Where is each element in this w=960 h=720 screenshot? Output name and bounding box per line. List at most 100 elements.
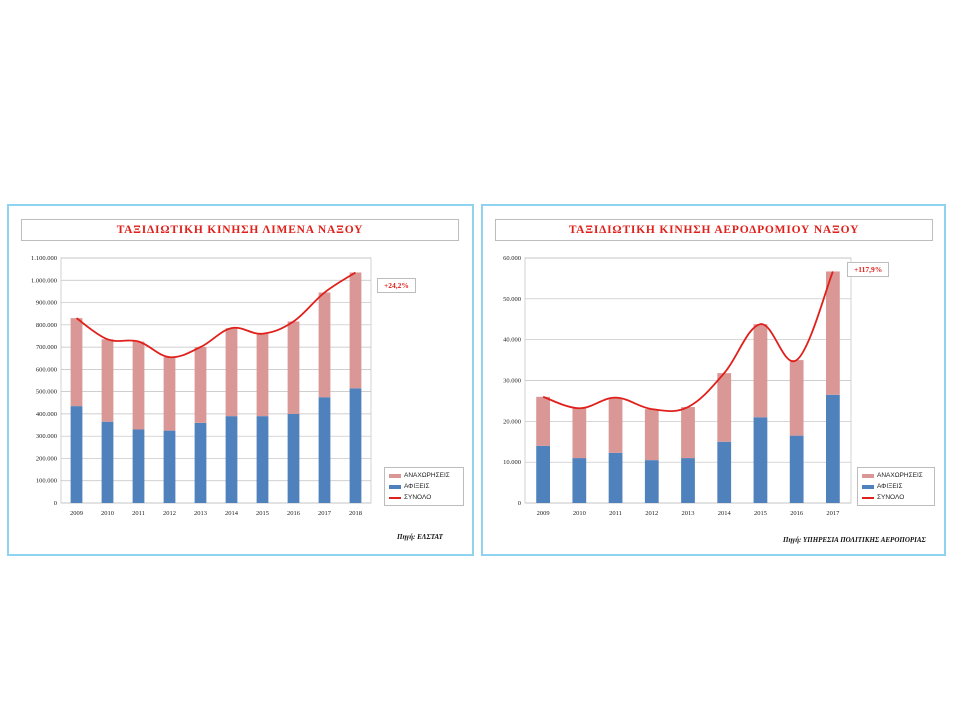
x-tick-label: 2012: [163, 510, 176, 517]
x-tick-label: 2009: [70, 510, 83, 517]
y-tick-label: 0: [54, 500, 57, 507]
x-tick-label: 2013: [194, 510, 207, 517]
bar-arrivals: [256, 416, 269, 503]
legend-label: ΑΝΑΧΩΡΗΣΕΙΣ: [404, 472, 450, 479]
chart-legend: ΑΝΑΧΩΡΗΣΕΙΣ ΑΦΙΞΕΙΣ ΣΥΝΟΛΟ: [384, 467, 464, 506]
y-tick-label: 60.000: [503, 255, 521, 262]
x-tick-label: 2014: [225, 510, 239, 517]
port-chart-panel: ΤΑΞΙΔΙΩΤΙΚΗ ΚΙΝΗΣΗ ΛΙΜΕΝΑ ΝΑΞΟΥ 0 100.000…: [7, 204, 474, 556]
total-line: [542, 271, 834, 413]
bar-departures: [572, 408, 587, 459]
bar-departures: [608, 397, 623, 453]
bar-arrivals: [717, 441, 732, 503]
bar-arrivals: [826, 394, 840, 503]
y-tick-label: 1.000.000: [31, 277, 57, 284]
x-tick-label: 2013: [682, 510, 695, 517]
y-tick-label: 900.000: [36, 300, 57, 307]
legend-swatch: [862, 473, 874, 478]
legend-swatch: [389, 484, 401, 489]
bar-departures: [256, 333, 269, 417]
y-tick-label: 30.000: [503, 378, 521, 385]
source-note: Πηγή: ΕΛΣΤΑΤ: [397, 533, 443, 541]
legend-swatch: [389, 496, 401, 499]
bar-arrivals: [70, 406, 83, 503]
bar-departures: [225, 328, 238, 417]
bar-arrivals: [132, 429, 145, 503]
bar-departures: [163, 357, 176, 431]
x-tick-label: 2014: [718, 510, 732, 517]
bar-arrivals: [318, 397, 331, 503]
legend-swatch: [389, 473, 401, 478]
x-tick-label: 2016: [790, 510, 804, 517]
y-tick-label: 700.000: [36, 344, 57, 351]
legend-item-total: ΣΥΝΟΛΟ: [389, 492, 459, 503]
x-tick-label: 2010: [101, 510, 114, 517]
y-tick-label: 10.000: [503, 459, 521, 466]
y-tick-label: 20.000: [503, 418, 521, 425]
bar-arrivals: [608, 452, 623, 503]
y-tick-label: 200.000: [36, 455, 57, 462]
x-tick-label: 2015: [256, 510, 269, 517]
legend-item-departures: ΑΝΑΧΩΡΗΣΕΙΣ: [389, 470, 459, 481]
bar-departures: [349, 272, 362, 389]
bar-departures: [826, 271, 840, 395]
bar-departures: [318, 292, 331, 398]
x-tick-label: 2012: [645, 510, 658, 517]
y-tick-label: 500.000: [36, 389, 57, 396]
bar-departures: [681, 407, 695, 459]
y-tick-label: 40.000: [503, 337, 521, 344]
bar-arrivals: [753, 417, 768, 503]
chart-legend: ΑΝΑΧΩΡΗΣΕΙΣ ΑΦΙΞΕΙΣ ΣΥΝΟΛΟ: [857, 467, 935, 506]
bar-departures: [789, 360, 804, 436]
port-chart-plot: 0 100.000 200.000 300.000 400.000 500.000 600.…: [31, 255, 372, 517]
chart-title: ΤΑΞΙΔΙΩΤΙΚΗ ΚΙΝΗΣΗ ΑΕΡΟΔΡΟΜΙΟΥ ΝΑΞΟΥ: [495, 219, 933, 241]
bar-departures: [70, 318, 83, 407]
source-note: Πηγή: ΥΠΗΡΕΣΙΑ ΠΟΛΙΤΙΚΗΣ ΑΕΡΟΠΟΡΙΑΣ: [783, 536, 926, 544]
x-tick-label: 2016: [287, 510, 301, 517]
growth-callout: +117,9%: [847, 262, 890, 277]
legend-item-departures: ΑΝΑΧΩΡΗΣΕΙΣ: [862, 470, 930, 481]
x-tick-label: 2018: [349, 510, 362, 517]
legend-label: ΣΥΝΟΛΟ: [404, 494, 432, 501]
legend-swatch: [862, 484, 874, 489]
legend-item-arrivals: ΑΦΙΞΕΙΣ: [862, 481, 930, 492]
bar-arrivals: [163, 430, 176, 503]
bar-arrivals: [194, 422, 207, 503]
bar-arrivals: [789, 435, 804, 503]
y-tick-label: 0: [518, 500, 521, 507]
bar-arrivals: [536, 445, 550, 503]
x-tick-label: 2015: [754, 510, 767, 517]
bar-departures: [132, 341, 145, 430]
bar-arrivals: [644, 460, 659, 503]
airport-chart-panel: ΤΑΞΙΔΙΩΤΙΚΗ ΚΙΝΗΣΗ ΑΕΡΟΔΡΟΜΙΟΥ ΝΑΞΟΥ 0 10…: [481, 204, 946, 556]
y-tick-label: 400.000: [36, 411, 57, 418]
y-tick-label: 800.000: [36, 322, 57, 329]
legend-label: ΑΦΙΞΕΙΣ: [404, 483, 430, 490]
x-tick-label: 2011: [609, 510, 622, 517]
y-tick-label: 50.000: [503, 296, 521, 303]
bar-arrivals: [225, 416, 238, 503]
y-tick-label: 1.100.000: [31, 255, 57, 262]
bar-arrivals: [101, 421, 114, 503]
bar-departures: [644, 409, 659, 461]
legend-swatch: [862, 496, 874, 499]
bar-departures: [101, 339, 114, 422]
total-line: [75, 271, 356, 359]
bar-departures: [194, 347, 207, 423]
bar-departures: [753, 324, 768, 418]
legend-label: ΑΦΙΞΕΙΣ: [877, 483, 903, 490]
bar-departures: [717, 373, 732, 442]
x-tick-label: 2009: [537, 510, 550, 517]
y-tick-label: 600.000: [36, 366, 57, 373]
x-tick-label: 2011: [132, 510, 145, 517]
y-tick-label: 100.000: [36, 478, 57, 485]
legend-item-arrivals: ΑΦΙΞΕΙΣ: [389, 481, 459, 492]
bar-arrivals: [681, 458, 695, 503]
bar-arrivals: [287, 413, 300, 503]
growth-callout: +24,2%: [377, 278, 416, 293]
airport-chart-plot: 0 10.000 20.000 30.000 40.000 50.000 60.000 200…: [503, 255, 852, 517]
bar-departures: [536, 396, 550, 446]
y-tick-label: 300.000: [36, 433, 57, 440]
legend-label: ΑΝΑΧΩΡΗΣΕΙΣ: [877, 472, 923, 479]
bar-departures: [287, 321, 300, 414]
